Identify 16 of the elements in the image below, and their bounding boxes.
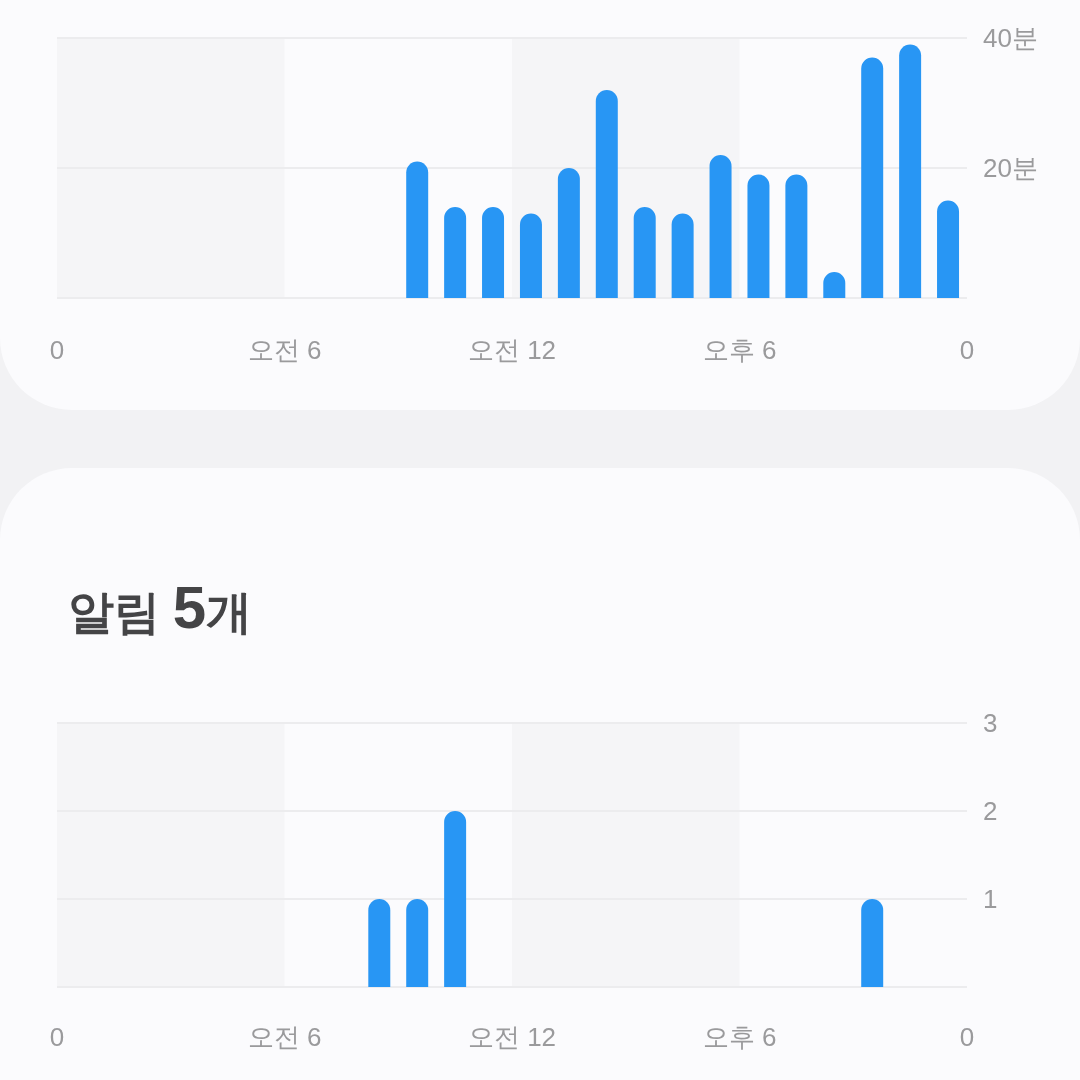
x-tick: 오전 12 [467,335,557,365]
y-tick: 20분 [983,153,1038,183]
x-tick: 0 [959,1022,975,1052]
y-tick: 1 [983,884,998,914]
x-tick: 오전 6 [247,1022,322,1052]
x-tick: 오후 6 [702,1022,777,1052]
x-tick: 0 [959,335,975,365]
y-tick: 3 [983,708,998,738]
x-tick: 0 [49,335,65,365]
y-tick: 40분 [983,23,1038,53]
x-tick: 0 [49,1022,65,1052]
y-tick: 2 [983,796,998,826]
x-tick: 오후 6 [702,335,777,365]
title: 알림 5개 [68,574,253,641]
x-tick: 오전 6 [247,335,322,365]
x-tick: 오전 12 [467,1022,557,1052]
